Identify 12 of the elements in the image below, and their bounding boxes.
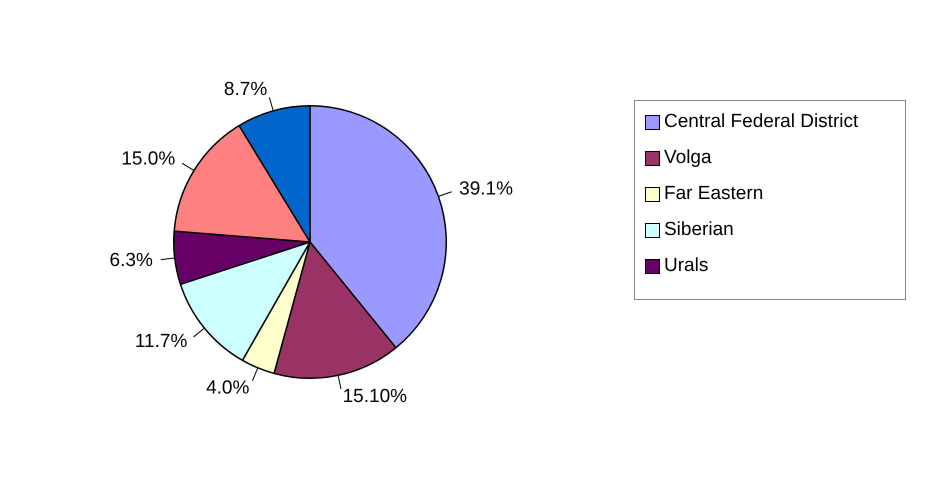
legend-label: Far Eastern [664, 183, 764, 205]
data-label: 39.1% [459, 178, 514, 200]
legend-label: Urals [664, 255, 708, 277]
data-label: 4.0% [206, 377, 250, 398]
data-label: 8.7% [224, 78, 268, 100]
data-label: 11.7% [134, 331, 188, 352]
data-label: 6.3% [110, 250, 153, 271]
data-label: 15.10% [342, 386, 408, 408]
data-label: 15.0% [121, 148, 176, 170]
legend-label: Volga [664, 147, 712, 169]
legend-label: Siberian [664, 219, 734, 241]
legend-label: Central Federal District [664, 111, 858, 133]
